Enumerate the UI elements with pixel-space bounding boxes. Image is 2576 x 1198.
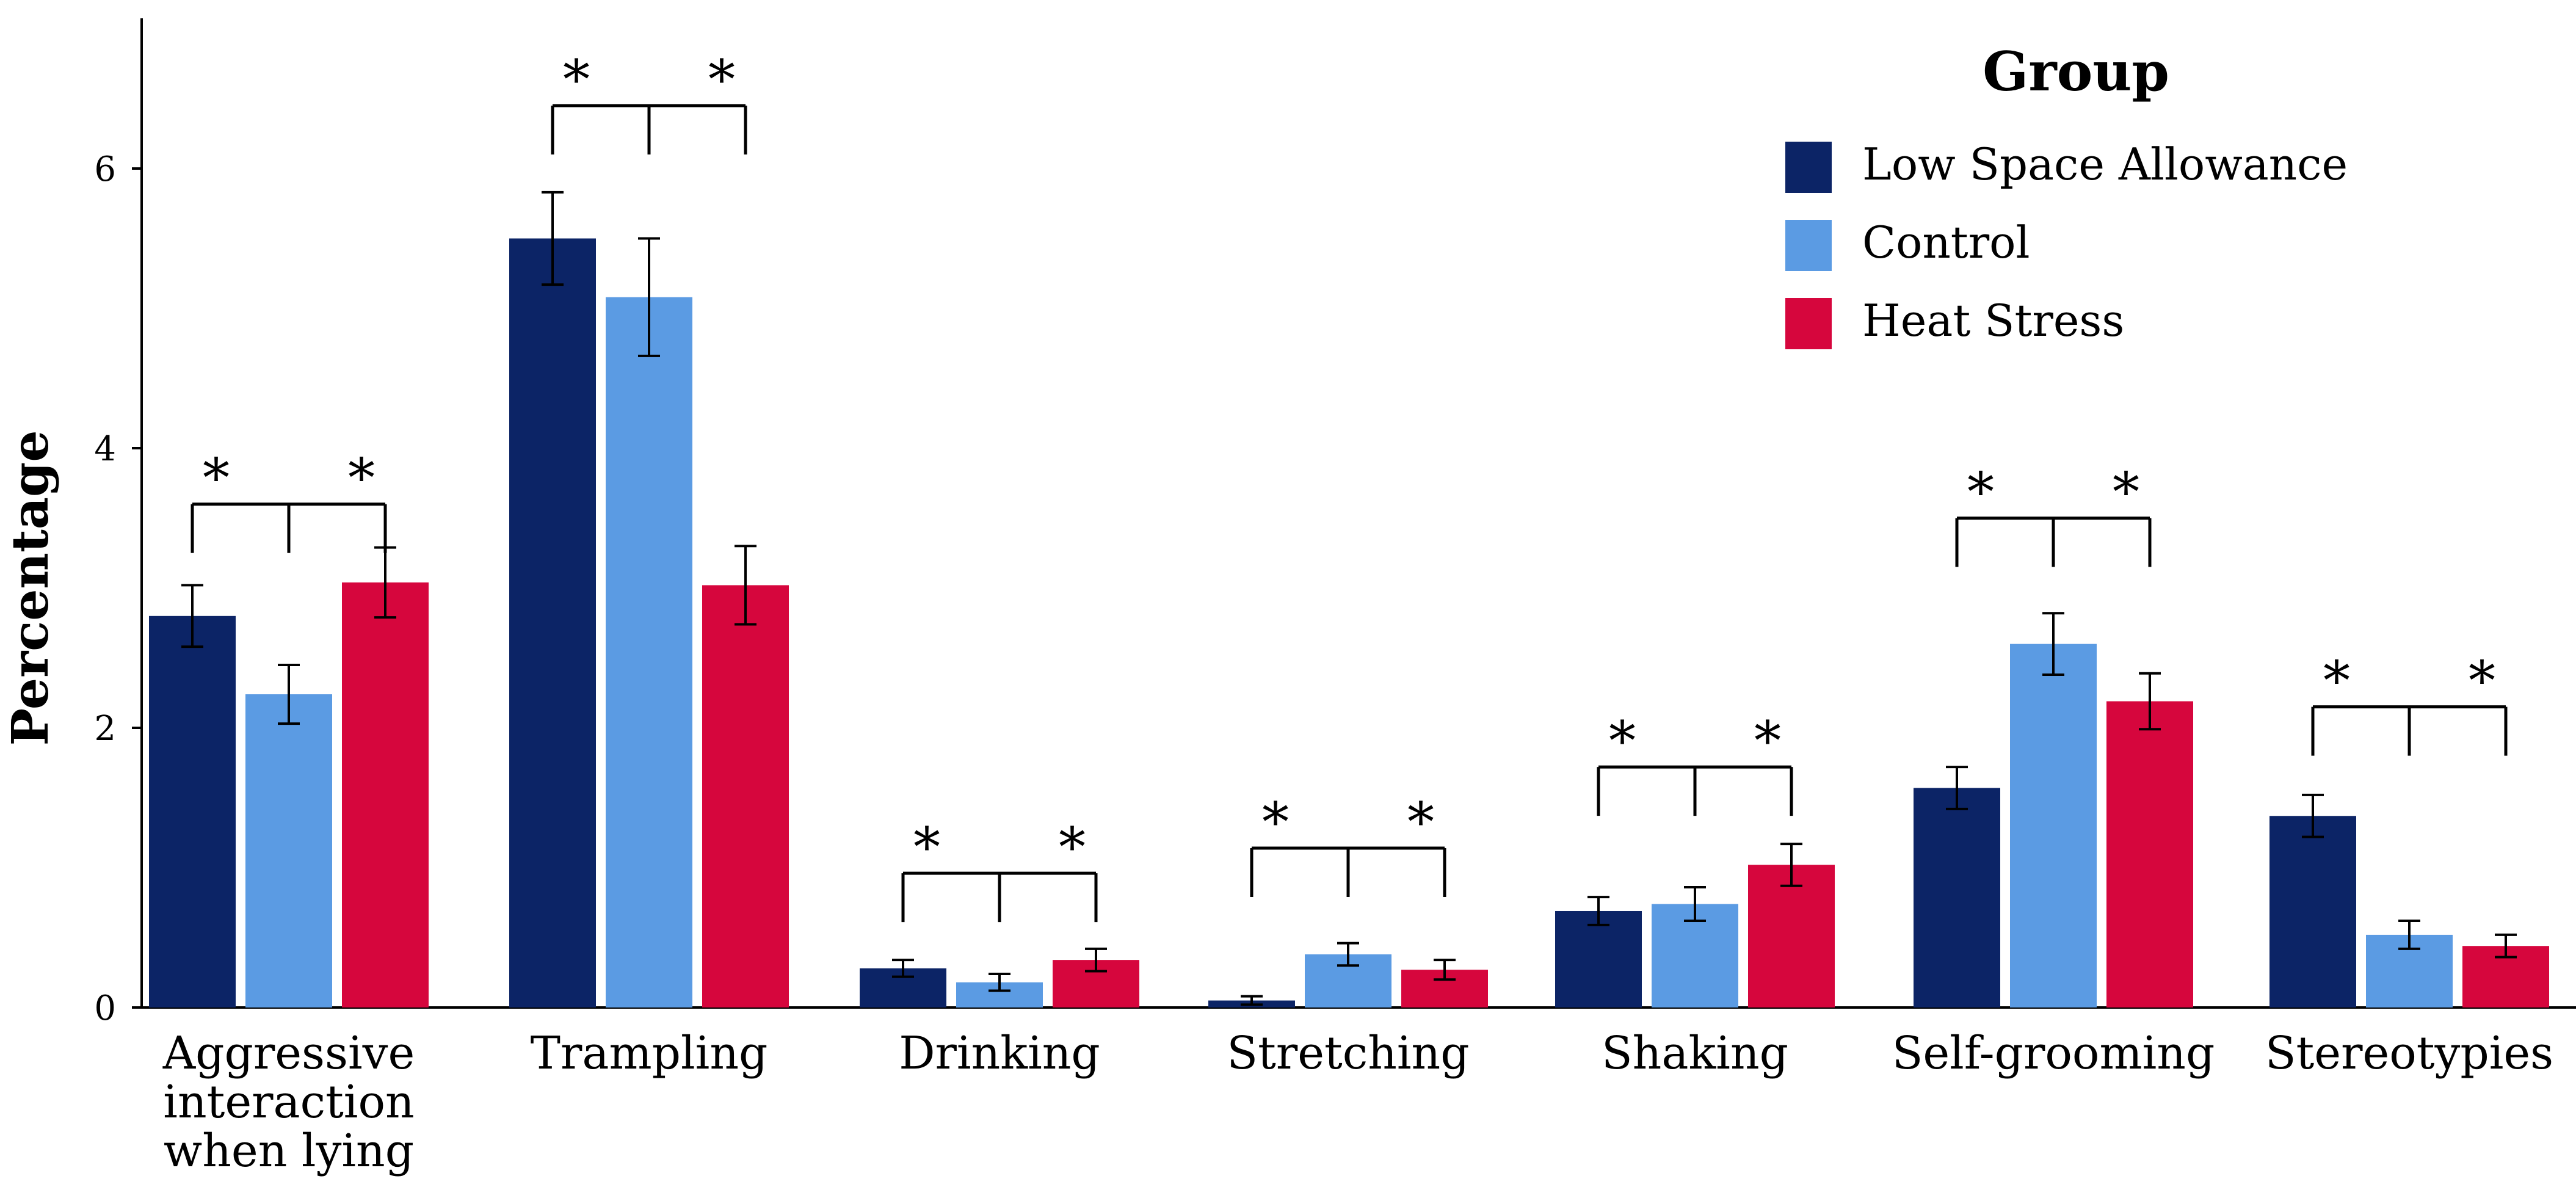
y-tick-label: 4	[94, 429, 116, 469]
legend-swatch	[1785, 142, 1832, 193]
legend-label: Low Space Allowance	[1862, 139, 2348, 190]
y-tick-label: 6	[94, 150, 116, 189]
bar	[2106, 701, 2193, 1007]
bar	[1555, 910, 1642, 1007]
legend: Group Low Space Allowance Control Heat Stre…	[1785, 40, 2348, 349]
significance-star: *	[203, 447, 230, 510]
x-tick-label: Stretching	[1227, 1027, 1469, 1080]
bar	[509, 238, 596, 1007]
x-tick-label: Shaking	[1602, 1027, 1788, 1080]
significance-star: *	[2323, 650, 2350, 713]
y-axis-label: Percentage	[1, 430, 60, 746]
legend-swatch	[1785, 298, 1832, 349]
significance-star: *	[1967, 461, 1994, 524]
bar	[606, 297, 692, 1008]
legend-label: Control	[1862, 217, 2030, 268]
bar	[2010, 644, 2097, 1007]
significance-star: *	[1059, 816, 1086, 879]
significance-star: *	[2469, 650, 2495, 713]
axes: 0 2 4 6 Percentage Aggressiveinteractionwhen …	[1, 18, 2576, 1177]
significance-brackets: * * * * * * * * * * * * * *	[190, 48, 2508, 923]
x-tick-label: Stereotypies	[2265, 1027, 2553, 1080]
x-tick-label: Self-grooming	[1892, 1027, 2215, 1080]
significance-star: *	[913, 816, 940, 879]
significance-star: *	[1262, 791, 1289, 854]
significance-star: *	[563, 48, 590, 111]
x-tick-label: Trampling	[531, 1027, 768, 1080]
legend-label: Heat Stress	[1862, 295, 2124, 346]
bar	[1914, 788, 2000, 1007]
bar	[149, 615, 236, 1007]
legend-title: Group	[1983, 40, 2169, 103]
significance-star: *	[1609, 710, 1636, 772]
x-tick-label: Drinking	[899, 1027, 1100, 1080]
significance-star: *	[2113, 461, 2139, 524]
bar	[1748, 865, 1835, 1007]
significance-star: *	[348, 447, 375, 510]
x-tick-label: when lying	[164, 1125, 414, 1177]
bar	[342, 582, 429, 1007]
bar	[702, 585, 789, 1007]
x-tick-label: interaction	[163, 1076, 414, 1128]
y-tick-label: 2	[94, 709, 116, 749]
significance-star: *	[1754, 710, 1781, 772]
bar-marks	[149, 191, 2549, 1008]
bar	[2269, 816, 2356, 1007]
legend-swatch	[1785, 220, 1832, 271]
x-tick-label: Aggressive	[162, 1027, 415, 1080]
significance-star: *	[708, 48, 735, 111]
y-tick-label: 0	[94, 989, 116, 1028]
significance-star: *	[1407, 791, 1434, 854]
bar	[245, 694, 332, 1007]
